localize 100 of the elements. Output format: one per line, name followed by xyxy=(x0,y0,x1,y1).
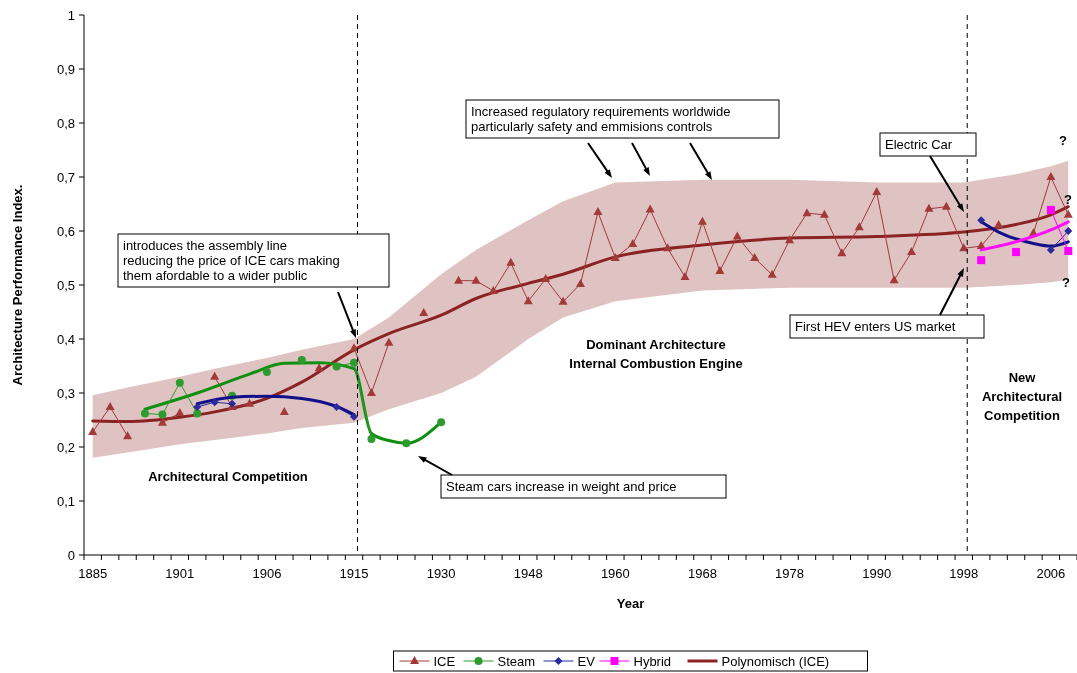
point xyxy=(576,278,585,287)
point xyxy=(541,274,551,283)
point xyxy=(854,222,864,231)
y-tick-label: 0,3 xyxy=(56,385,75,401)
point xyxy=(366,388,376,396)
point xyxy=(610,253,620,261)
x-tick-label: 1906 xyxy=(252,566,282,581)
point xyxy=(959,243,969,252)
y-tick-label: 0,9 xyxy=(56,61,75,77)
point xyxy=(279,406,289,415)
annotation: introduces the assembly line reducing the price of ICE cars making them afordable to a wider public xyxy=(123,238,340,283)
annotation: ? xyxy=(1064,192,1073,207)
point xyxy=(889,275,899,284)
x-tick-label: 2006 xyxy=(1036,566,1066,581)
point xyxy=(1046,205,1055,214)
point xyxy=(977,216,986,225)
annotation: Steam cars increase in weight and price xyxy=(446,479,677,494)
x-tick-label: 1968 xyxy=(687,566,717,581)
x-axis-title: Year xyxy=(616,596,645,611)
y-tick-label: 0,2 xyxy=(56,439,75,455)
point xyxy=(1012,248,1021,257)
point xyxy=(802,208,812,217)
point xyxy=(994,220,1004,229)
x-tick-label: 1990 xyxy=(862,566,892,581)
point xyxy=(523,296,533,305)
point xyxy=(175,378,184,387)
point xyxy=(157,417,167,426)
point xyxy=(471,275,481,284)
legend-label: EV xyxy=(577,654,596,669)
legend-label: Polynomisch (ICE) xyxy=(721,654,830,669)
point xyxy=(819,209,829,218)
point xyxy=(158,410,167,419)
point xyxy=(558,296,568,305)
point xyxy=(506,257,516,266)
point xyxy=(785,235,795,244)
annotation: New Architectural Competition xyxy=(981,370,1063,423)
point xyxy=(262,367,271,376)
legend-label: ICE xyxy=(433,654,456,669)
point xyxy=(1064,227,1073,235)
annotation: Dominant Architecture Internal Combustion Engine xyxy=(569,337,743,371)
annotation: ? xyxy=(1062,275,1071,290)
point xyxy=(907,247,916,256)
point xyxy=(872,187,882,196)
point xyxy=(977,256,986,265)
point xyxy=(193,409,202,418)
point xyxy=(628,238,638,247)
point xyxy=(210,371,220,380)
line-series xyxy=(91,205,1070,424)
y-tick-label: 0,8 xyxy=(56,115,75,131)
point xyxy=(297,356,306,365)
point xyxy=(680,271,690,280)
point xyxy=(314,363,324,372)
y-tick-label: 0,5 xyxy=(56,277,75,293)
annotation: First HEV enters US market xyxy=(795,319,956,334)
point xyxy=(350,412,359,421)
annotation: Architectural Competition xyxy=(148,469,308,484)
point xyxy=(88,426,98,435)
point xyxy=(193,403,202,412)
point xyxy=(332,362,341,371)
y-tick-label: 0 xyxy=(67,547,75,563)
point xyxy=(140,409,149,418)
point xyxy=(488,285,498,294)
point xyxy=(1046,245,1055,254)
point xyxy=(175,407,185,416)
point xyxy=(350,358,359,367)
point xyxy=(454,275,464,284)
point xyxy=(402,439,411,448)
y-tick-label: 0,4 xyxy=(56,331,75,347)
y-tick-label: 1 xyxy=(67,7,75,23)
x-tick-label: 1915 xyxy=(339,566,369,581)
y-tick-label: 0,1 xyxy=(56,493,75,509)
point xyxy=(245,398,254,407)
legend-label: Hybrid xyxy=(633,654,672,669)
point xyxy=(210,398,219,407)
x-tick-label: 1885 xyxy=(78,566,108,581)
point xyxy=(837,248,847,257)
point xyxy=(332,403,341,412)
annotation: Increased regulatory requirements worldwide particularly safety and emmisions controls xyxy=(471,104,731,134)
point xyxy=(593,207,603,216)
legend-label: Steam xyxy=(497,654,536,669)
x-tick-label: 1960 xyxy=(600,566,630,581)
x-tick-label: 1901 xyxy=(165,566,195,581)
point xyxy=(384,337,394,346)
annotation: ? xyxy=(1059,133,1068,148)
point xyxy=(419,308,429,317)
point xyxy=(767,269,777,278)
point xyxy=(437,418,446,427)
point xyxy=(941,201,951,210)
y-axis-title: Architecture Performance Index. xyxy=(10,184,25,386)
point xyxy=(715,265,725,274)
point xyxy=(750,253,760,261)
point xyxy=(123,431,133,440)
point xyxy=(1063,209,1073,218)
point xyxy=(105,402,115,411)
point xyxy=(924,203,934,212)
x-tick-label: 1948 xyxy=(513,566,543,581)
point xyxy=(1046,172,1056,180)
point xyxy=(663,243,673,252)
point xyxy=(1064,246,1073,255)
y-tick-label: 0,6 xyxy=(56,223,75,239)
